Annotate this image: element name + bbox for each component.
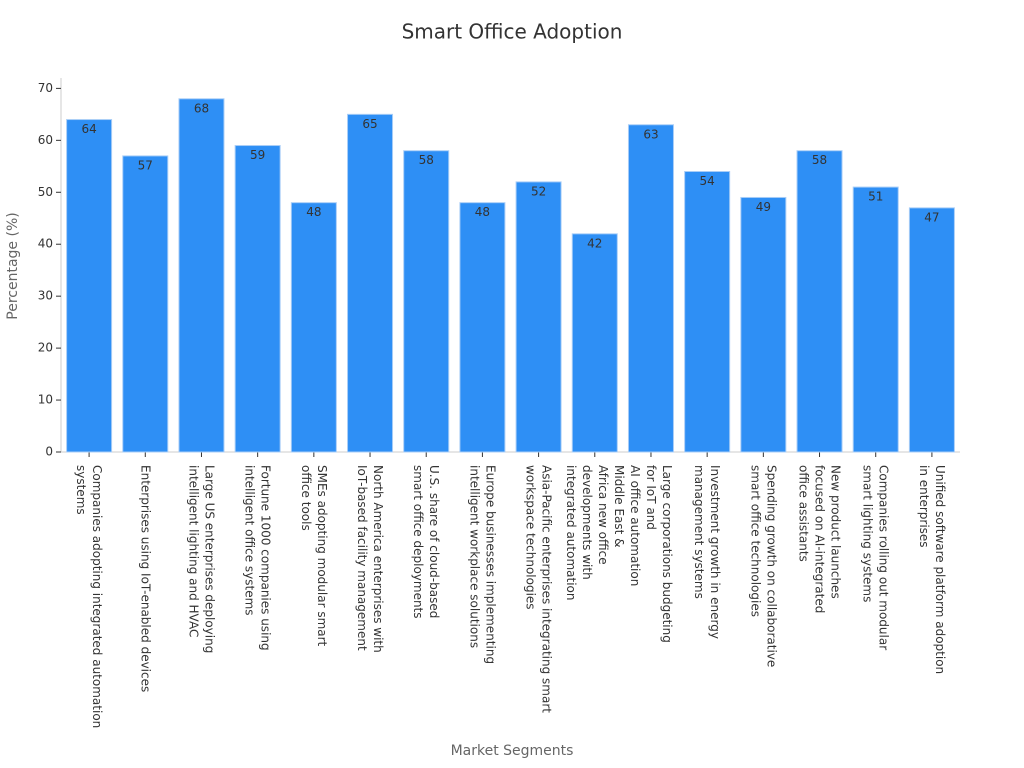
y-tick-label: 60 (38, 133, 53, 147)
bar (290, 202, 337, 453)
bar (459, 202, 506, 453)
bar (571, 233, 618, 453)
bar (515, 181, 562, 453)
x-tick-label: Middle East & Africa new office developm… (563, 465, 626, 601)
data-label: 51 (868, 190, 883, 204)
bar (627, 124, 674, 453)
y-tick-label: 70 (38, 81, 53, 95)
x-tick-label: Enterprises using IoT-enabled devices (138, 465, 153, 693)
y-tick-label: 20 (38, 341, 53, 355)
bar (796, 150, 843, 453)
x-tick-label: Unified software platform adoption in en… (916, 465, 947, 675)
data-label: 59 (250, 148, 265, 162)
y-tick-label: 0 (45, 445, 53, 459)
x-tick-label: North America enterprises with IoT-based… (355, 465, 386, 653)
x-tick-label: Large corporations budgeting for IoT and… (627, 465, 674, 643)
x-tick-label: Companies adopting integrated automation… (74, 465, 105, 729)
y-tick-label: 50 (38, 185, 53, 199)
data-label: 63 (643, 127, 658, 141)
x-tick-label: SMEs adopting modular smart office tools (298, 465, 329, 647)
x-tick-label: Spending growth on collaborative smart o… (748, 465, 779, 668)
chart-title: Smart Office Adoption (402, 20, 623, 44)
data-label: 47 (924, 210, 939, 224)
data-label: 64 (81, 122, 96, 136)
data-label: 48 (306, 205, 321, 219)
x-tick-label: Europe businesses implementing intellige… (467, 465, 498, 665)
data-label: 58 (419, 153, 434, 167)
y-tick-label: 40 (38, 237, 53, 251)
bar (66, 119, 113, 453)
bar (403, 150, 450, 453)
bar (684, 171, 731, 453)
data-label: 68 (194, 101, 209, 115)
data-label: 42 (587, 236, 602, 250)
data-label: 58 (812, 153, 827, 167)
bar (122, 155, 169, 453)
x-tick-label: Large US enterprises deploying intellige… (186, 465, 217, 654)
data-label: 49 (756, 200, 771, 214)
x-tick-label: New product launches focused on AI-integ… (796, 465, 843, 614)
data-label: 48 (475, 205, 490, 219)
x-tick-label: U.S. share of cloud-based smart office d… (411, 465, 442, 619)
data-label: 57 (138, 158, 153, 172)
x-tick-label: Companies rolling out modular smart ligh… (860, 465, 891, 651)
bar (852, 186, 899, 453)
bar (908, 207, 955, 453)
bar (178, 98, 225, 453)
y-axis-title: Percentage (%) (5, 212, 21, 319)
data-label: 54 (700, 174, 715, 188)
x-tick-label: Asia-Pacific enterprises integrating sma… (523, 465, 554, 713)
x-tick-label: Fortune 1000 companies using intelligent… (242, 465, 273, 651)
bar (740, 196, 787, 453)
y-tick-label: 10 (38, 393, 53, 407)
data-label: 65 (362, 117, 377, 131)
x-axis-title: Market Segments (451, 743, 574, 759)
x-tick-label: Investment growth in energy management s… (692, 465, 723, 639)
y-tick-label: 30 (38, 289, 53, 303)
bar (234, 145, 281, 453)
data-label: 52 (531, 184, 546, 198)
bar (347, 113, 394, 453)
